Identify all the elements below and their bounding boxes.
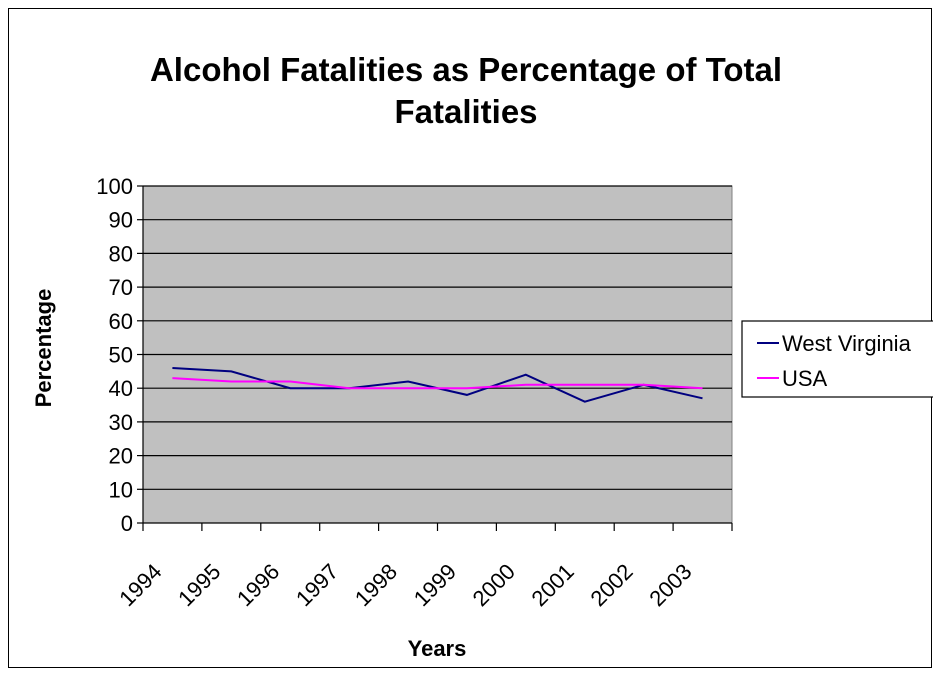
y-tick-label: 80 <box>109 241 133 266</box>
y-tick-label: 100 <box>96 174 133 199</box>
series-lines <box>172 367 703 403</box>
series-line-usa <box>172 377 703 390</box>
x-axis-title: Years <box>408 636 467 661</box>
y-tick-label: 60 <box>109 309 133 334</box>
legend: West Virginia USA <box>741 320 933 398</box>
legend-label: USA <box>782 366 828 391</box>
x-tick-label: 1996 <box>232 559 284 611</box>
y-tick-label: 0 <box>121 511 133 536</box>
x-tick-label: 1999 <box>409 559 461 611</box>
y-tick-label: 30 <box>109 410 133 435</box>
y-tick-label: 10 <box>109 477 133 502</box>
x-tick-label: 1998 <box>350 559 402 611</box>
chart-frame: Alcohol Fatalities as Percentage of Tota… <box>8 8 933 668</box>
x-tick-label: 1995 <box>173 559 225 611</box>
legend-box <box>741 320 933 398</box>
chart-title-line-1: Alcohol Fatalities as Percentage of Tota… <box>150 51 782 88</box>
x-tick-label: 1994 <box>114 559 166 611</box>
y-tick-label: 70 <box>109 275 133 300</box>
legend-label: West Virginia <box>782 331 912 356</box>
y-tick-label: 50 <box>109 343 133 368</box>
y-axis-ticks: 0 10 20 30 40 50 60 70 80 90 100 <box>96 174 143 536</box>
x-tick-label: 1997 <box>291 559 343 611</box>
chart-svg: Alcohol Fatalities as Percentage of Tota… <box>31 51 933 661</box>
grid-lines <box>143 185 732 490</box>
y-tick-label: 40 <box>109 376 133 401</box>
y-axis-title: Percentage <box>31 289 56 408</box>
y-tick-label: 20 <box>109 444 133 469</box>
chart-title-line-2: Fatalities <box>394 93 537 130</box>
y-tick-label: 90 <box>109 208 133 233</box>
x-tick-label: 2001 <box>527 559 579 611</box>
x-axis-ticks: 1994 1995 1996 1997 1998 1999 2000 2001 2002 2003 <box>114 523 733 611</box>
x-tick-label: 2003 <box>644 559 696 611</box>
x-tick-label: 2000 <box>468 559 520 611</box>
x-tick-label: 2002 <box>585 559 637 611</box>
